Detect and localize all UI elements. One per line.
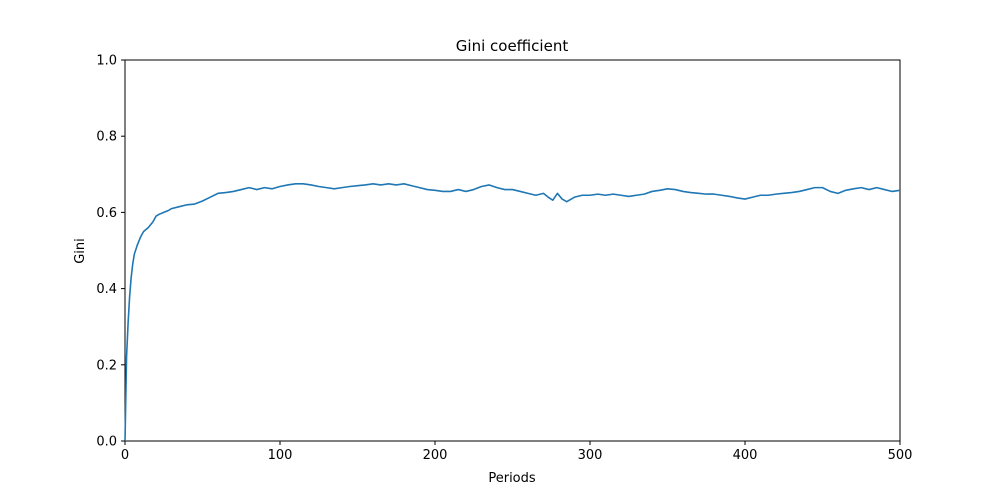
y-axis: 0.0 0.2 0.4 0.6 0.8 1.0	[96, 54, 125, 450]
x-tick-label: 500	[888, 448, 913, 463]
x-axis: 0 100 200 300 400 500	[121, 441, 913, 463]
y-tick-label: 0.8	[96, 130, 117, 145]
y-tick-label: 1.0	[96, 54, 117, 69]
x-tick-label: 400	[733, 448, 758, 463]
chart-title: Gini coefficient	[456, 37, 569, 55]
y-tick-label: 0.2	[96, 358, 117, 373]
y-tick-label: 0.4	[96, 282, 117, 297]
y-axis-label: Gini	[73, 238, 88, 264]
series-layer	[124, 183, 901, 442]
y-tick-label: 0.0	[96, 435, 117, 450]
plot-frame	[124, 59, 901, 442]
y-tick-label: 0.6	[96, 206, 117, 221]
x-tick-label: 300	[578, 448, 603, 463]
series-line-0	[124, 183, 901, 442]
x-tick-label: 0	[121, 448, 129, 463]
x-tick-label: 200	[423, 448, 448, 463]
plot-area	[124, 59, 901, 442]
x-axis-label: Periods	[488, 471, 536, 486]
x-tick-label: 100	[268, 448, 293, 463]
